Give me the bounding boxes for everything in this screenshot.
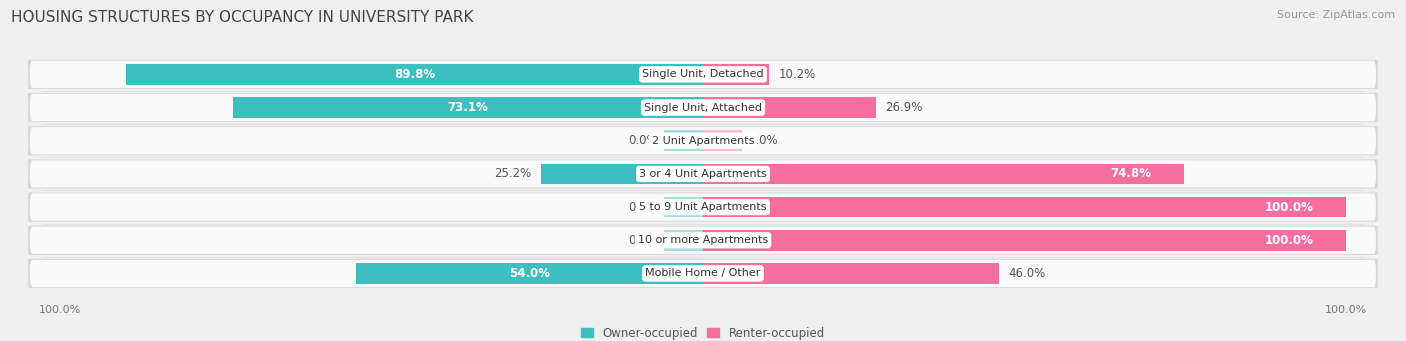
Text: 0.0%: 0.0% [628,201,658,213]
Text: 54.0%: 54.0% [509,267,550,280]
Bar [703,164,1184,184]
FancyBboxPatch shape [27,226,1379,255]
FancyBboxPatch shape [30,94,1376,121]
Bar [356,263,703,284]
Text: HOUSING STRUCTURES BY OCCUPANCY IN UNIVERSITY PARK: HOUSING STRUCTURES BY OCCUPANCY IN UNIVE… [11,10,474,25]
Text: Mobile Home / Other: Mobile Home / Other [645,268,761,279]
FancyBboxPatch shape [30,260,1376,287]
FancyBboxPatch shape [27,60,1379,89]
FancyBboxPatch shape [27,192,1379,222]
Text: 10.2%: 10.2% [778,68,815,81]
FancyBboxPatch shape [27,126,1379,155]
FancyBboxPatch shape [27,259,1379,288]
FancyBboxPatch shape [30,127,1376,154]
FancyBboxPatch shape [30,160,1376,188]
Text: 25.2%: 25.2% [494,167,531,180]
Bar [233,97,703,118]
Text: 0.0%: 0.0% [748,134,778,147]
Text: 89.8%: 89.8% [394,68,434,81]
Bar [665,197,703,217]
Text: 100.0%: 100.0% [1265,201,1313,213]
Text: 74.8%: 74.8% [1111,167,1152,180]
Bar [703,97,876,118]
Legend: Owner-occupied, Renter-occupied: Owner-occupied, Renter-occupied [576,322,830,341]
Bar [125,64,703,85]
Bar [703,230,1346,251]
Text: 26.9%: 26.9% [886,101,922,114]
Bar [703,197,1346,217]
Bar [665,131,703,151]
Bar [665,230,703,251]
Text: 73.1%: 73.1% [447,101,488,114]
Text: 3 or 4 Unit Apartments: 3 or 4 Unit Apartments [640,169,766,179]
Text: 2 Unit Apartments: 2 Unit Apartments [652,136,754,146]
FancyBboxPatch shape [27,93,1379,122]
Bar [541,164,703,184]
Text: 5 to 9 Unit Apartments: 5 to 9 Unit Apartments [640,202,766,212]
Text: Source: ZipAtlas.com: Source: ZipAtlas.com [1277,10,1395,20]
Text: 10 or more Apartments: 10 or more Apartments [638,235,768,245]
Text: Single Unit, Attached: Single Unit, Attached [644,103,762,113]
Text: Single Unit, Detached: Single Unit, Detached [643,69,763,79]
FancyBboxPatch shape [30,227,1376,254]
Bar [703,263,998,284]
Bar [703,131,741,151]
Text: 0.0%: 0.0% [628,134,658,147]
Text: 100.0%: 100.0% [1265,234,1313,247]
Bar [703,64,769,85]
Text: 0.0%: 0.0% [628,234,658,247]
Text: 46.0%: 46.0% [1008,267,1046,280]
FancyBboxPatch shape [30,193,1376,221]
FancyBboxPatch shape [27,159,1379,189]
FancyBboxPatch shape [30,61,1376,88]
